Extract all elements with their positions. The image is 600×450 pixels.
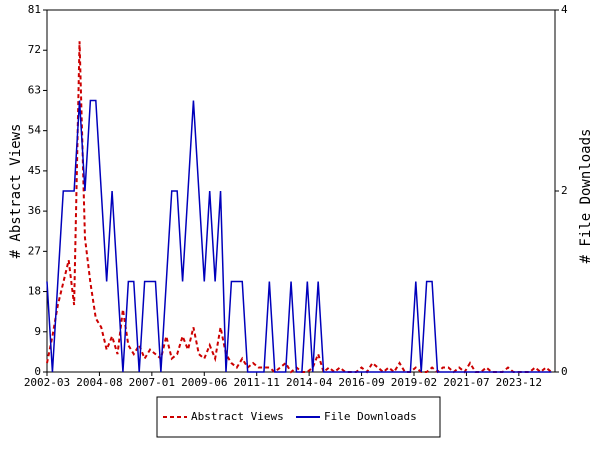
y2-tick-label: 0	[561, 365, 568, 378]
x-tick-label: 2004-08	[76, 376, 122, 389]
y-tick-label: 81	[28, 3, 41, 16]
y-tick-label: 0	[34, 365, 41, 378]
x-tick-label: 2009-06	[181, 376, 227, 389]
y-tick-label: 27	[28, 244, 41, 257]
y-tick-label: 36	[28, 204, 41, 217]
y-tick-label: 54	[28, 124, 42, 137]
series-line	[46, 41, 553, 374]
legend-label: Abstract Views	[191, 410, 284, 423]
y2-axis-label: # File Downloads	[578, 129, 594, 264]
x-tick-label: 2002-03	[24, 376, 70, 389]
y2-tick-label: 4	[561, 3, 568, 16]
plot-frame	[46, 9, 556, 373]
y-tick-label: 9	[34, 325, 41, 338]
x-tick-label: 2011-11	[234, 376, 280, 389]
x-tick-label: 2016-09	[338, 376, 384, 389]
x-tick-label: 2021-07	[443, 376, 489, 389]
series-line	[46, 99, 552, 373]
legend-label: File Downloads	[324, 410, 417, 423]
y-tick-label: 45	[28, 164, 41, 177]
y-tick-label: 72	[28, 43, 41, 56]
x-tick-label: 2019-02	[391, 376, 437, 389]
x-tick-label: 2007-01	[129, 376, 175, 389]
y2-tick-label: 2	[561, 184, 568, 197]
x-tick-label: 2023-12	[496, 376, 542, 389]
y-axis-label: # Abstract Views	[8, 124, 24, 259]
y-tick-label: 18	[28, 285, 41, 298]
x-tick-label: 2014-04	[286, 376, 333, 389]
y-tick-label: 63	[28, 83, 41, 96]
